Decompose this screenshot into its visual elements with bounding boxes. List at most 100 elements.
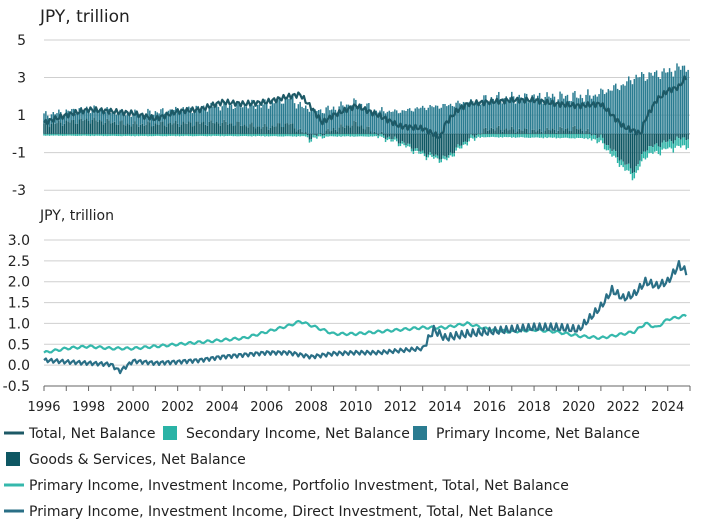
goods-bar bbox=[61, 125, 64, 134]
primary-bar bbox=[210, 102, 212, 121]
primary-bar bbox=[260, 107, 262, 129]
secondary-bar bbox=[371, 133, 374, 137]
goods-bar bbox=[314, 133, 316, 136]
secondary-bar bbox=[403, 142, 405, 146]
secondary-bar bbox=[503, 133, 506, 137]
secondary-bar bbox=[564, 133, 567, 138]
secondary-bar bbox=[360, 133, 363, 137]
goods-bar bbox=[290, 123, 292, 134]
goods-bar bbox=[108, 120, 110, 134]
secondary-bar bbox=[629, 168, 632, 175]
secondary-bar bbox=[288, 133, 290, 137]
secondary-bar bbox=[121, 133, 123, 137]
primary-bar bbox=[214, 107, 216, 124]
goods-bar bbox=[566, 128, 569, 134]
goods-bar bbox=[87, 120, 90, 134]
goods-bar bbox=[340, 124, 342, 134]
goods-services-bars bbox=[43, 117, 689, 174]
secondary-bar bbox=[98, 133, 101, 136]
secondary-bar bbox=[369, 133, 372, 137]
secondary-bar bbox=[596, 138, 598, 144]
goods-bar bbox=[165, 126, 168, 134]
goods-bar bbox=[327, 128, 329, 134]
primary-bar bbox=[286, 96, 288, 124]
secondary-bar bbox=[622, 161, 624, 168]
primary-bar bbox=[232, 108, 235, 127]
secondary-bar bbox=[466, 142, 468, 146]
secondary-bar bbox=[570, 133, 572, 139]
primary-bar bbox=[279, 96, 281, 124]
secondary-bar bbox=[420, 151, 422, 154]
goods-bar bbox=[592, 133, 595, 135]
goods-bar bbox=[446, 133, 448, 158]
goods-bar bbox=[397, 133, 400, 144]
goods-bar bbox=[642, 133, 645, 152]
secondary-bar bbox=[527, 133, 530, 138]
goods-bar bbox=[405, 133, 407, 146]
secondary-bar bbox=[97, 133, 99, 136]
secondary-bar bbox=[459, 145, 461, 149]
secondary-bar bbox=[65, 133, 68, 136]
primary-bar bbox=[427, 107, 430, 134]
goods-bar bbox=[325, 130, 327, 134]
legend-swatch-square bbox=[413, 426, 427, 440]
secondary-bar bbox=[67, 133, 69, 136]
secondary-bar bbox=[267, 133, 270, 137]
secondary-bar bbox=[199, 133, 201, 136]
goods-bar bbox=[304, 132, 307, 134]
goods-bar bbox=[336, 131, 339, 134]
bottom-y-tick-label: -0.5 bbox=[3, 379, 30, 395]
primary-bar bbox=[293, 103, 296, 129]
goods-bar bbox=[421, 133, 424, 151]
primary-bar bbox=[642, 73, 645, 134]
secondary-bar bbox=[574, 133, 576, 139]
secondary-bar bbox=[117, 133, 119, 137]
primary-bar bbox=[685, 71, 688, 134]
secondary-bar bbox=[191, 133, 194, 137]
goods-bar bbox=[537, 130, 539, 134]
secondary-bar bbox=[61, 133, 64, 136]
primary-bar bbox=[462, 101, 465, 134]
goods-bar bbox=[438, 133, 441, 160]
primary-bar bbox=[434, 105, 437, 134]
goods-bar bbox=[167, 123, 170, 134]
primary-bar bbox=[405, 111, 407, 134]
secondary-bar bbox=[310, 139, 313, 142]
secondary-bar bbox=[280, 133, 283, 137]
secondary-bar bbox=[444, 156, 446, 160]
secondary-bar bbox=[425, 156, 428, 161]
goods-bar bbox=[624, 133, 626, 165]
goods-bar bbox=[282, 127, 285, 134]
primary-bar bbox=[501, 103, 504, 132]
primary-bar bbox=[479, 104, 481, 134]
primary-bar bbox=[596, 96, 598, 134]
primary-bar bbox=[640, 72, 643, 134]
secondary-bar bbox=[639, 160, 641, 167]
primary-bar bbox=[87, 110, 90, 121]
secondary-bar bbox=[345, 133, 348, 137]
secondary-bar bbox=[264, 133, 266, 137]
primary-bar bbox=[251, 99, 253, 123]
secondary-bar bbox=[212, 133, 214, 136]
goods-bar bbox=[299, 128, 301, 134]
goods-bar bbox=[481, 133, 483, 134]
secondary-bar bbox=[687, 139, 689, 149]
secondary-bar bbox=[217, 133, 220, 136]
goods-bar bbox=[46, 124, 49, 134]
goods-bar bbox=[585, 130, 587, 134]
primary-bar bbox=[119, 109, 121, 122]
goods-bar bbox=[351, 125, 353, 134]
secondary-bar bbox=[173, 133, 175, 136]
goods-bar bbox=[256, 126, 259, 134]
goods-bar bbox=[381, 131, 383, 134]
secondary-bar bbox=[325, 133, 327, 137]
secondary-bar bbox=[95, 133, 97, 136]
goods-bar bbox=[253, 126, 255, 134]
primary-bar bbox=[438, 108, 441, 134]
primary-bar bbox=[254, 108, 257, 129]
goods-bar bbox=[136, 124, 138, 134]
secondary-bar bbox=[150, 133, 153, 137]
goods-bar bbox=[356, 126, 359, 134]
primary-bar bbox=[351, 105, 353, 126]
secondary-bar bbox=[607, 145, 610, 151]
